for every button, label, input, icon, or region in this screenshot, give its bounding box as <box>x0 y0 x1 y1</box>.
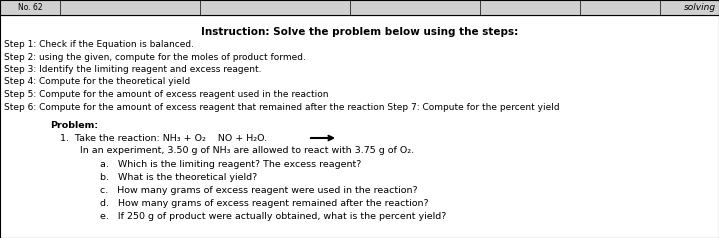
Text: solving: solving <box>684 3 716 12</box>
Text: d.   How many grams of excess reagent remained after the reaction?: d. How many grams of excess reagent rema… <box>100 199 429 208</box>
Text: Step 4: Compute for the theoretical yield: Step 4: Compute for the theoretical yiel… <box>4 78 191 86</box>
Text: a.   Which is the limiting reagent? The excess reagent?: a. Which is the limiting reagent? The ex… <box>100 160 362 169</box>
Text: No. 62: No. 62 <box>18 3 42 12</box>
Text: e.   If 250 g of product were actually obtained, what is the percent yield?: e. If 250 g of product were actually obt… <box>100 212 446 221</box>
Text: Problem:: Problem: <box>50 121 98 130</box>
Bar <box>0 0 719 15</box>
Text: Step 3: Identify the limiting reagent and excess reagent.: Step 3: Identify the limiting reagent an… <box>4 65 262 74</box>
Text: c.   How many grams of excess reagent were used in the reaction?: c. How many grams of excess reagent were… <box>100 186 418 195</box>
Text: b.   What is the theoretical yield?: b. What is the theoretical yield? <box>100 173 257 182</box>
Text: In an experiment, 3.50 g of NH₃ are allowed to react with 3.75 g of O₂.: In an experiment, 3.50 g of NH₃ are allo… <box>80 146 414 155</box>
Text: Step 5: Compute for the amount of excess reagent used in the reaction: Step 5: Compute for the amount of excess… <box>4 90 329 99</box>
Text: 1.  Take the reaction: NH₃ + O₂    NO + H₂O.: 1. Take the reaction: NH₃ + O₂ NO + H₂O. <box>60 134 267 143</box>
Text: Step 1: Check if the Equation is balanced.: Step 1: Check if the Equation is balance… <box>4 40 194 49</box>
Text: Step 2: using the given, compute for the moles of product formed.: Step 2: using the given, compute for the… <box>4 53 306 61</box>
Text: Step 6: Compute for the amount of excess reagent that remained after the reactio: Step 6: Compute for the amount of excess… <box>4 103 559 111</box>
Text: Instruction: Solve the problem below using the steps:: Instruction: Solve the problem below usi… <box>201 27 518 37</box>
